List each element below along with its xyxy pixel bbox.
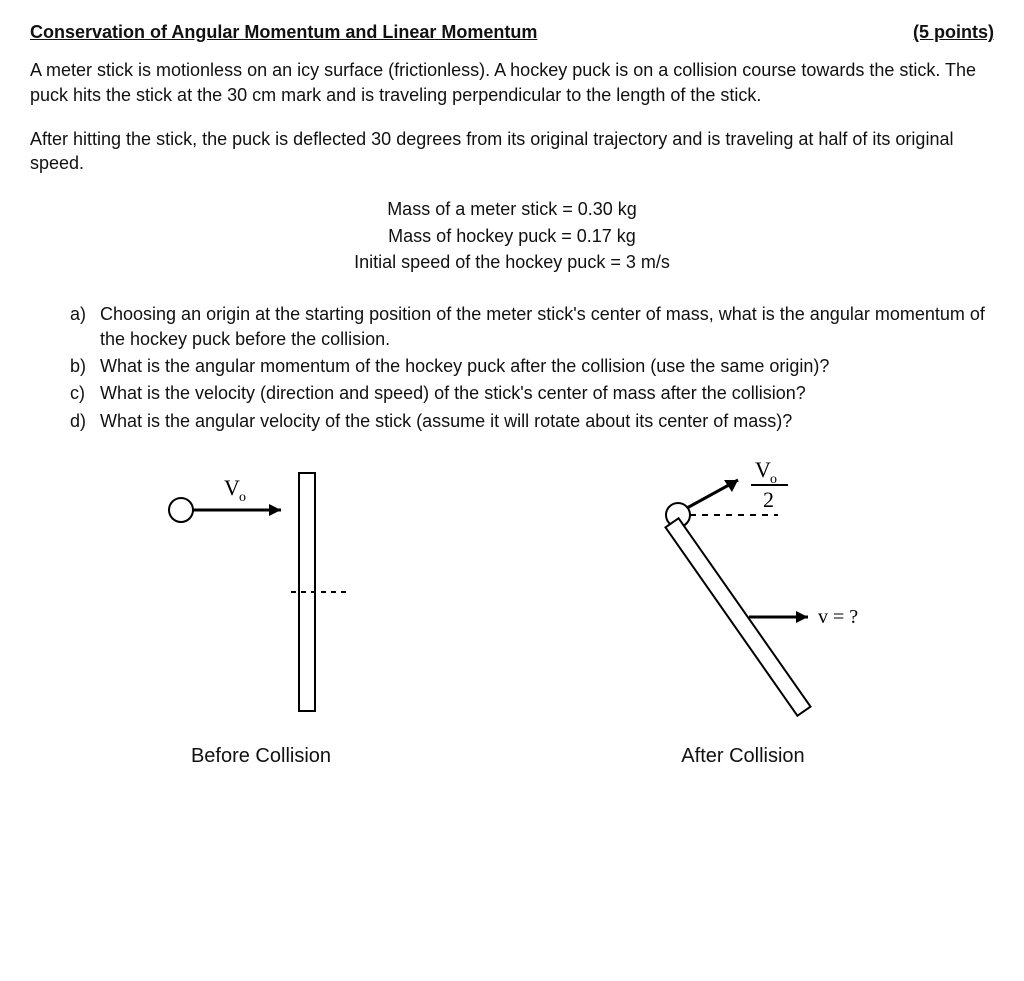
half-num-v: V <box>755 457 771 482</box>
data-line-1: Mass of a meter stick = 0.30 kg <box>30 197 994 221</box>
question-label-c: c) <box>70 381 100 405</box>
diagram-after: V o 2 v = ? After Collision <box>593 455 893 770</box>
arrow-v0-head <box>269 504 281 516</box>
question-b: b) What is the angular momentum of the h… <box>70 354 994 378</box>
paragraph-2: After hitting the stick, the puck is def… <box>30 127 994 176</box>
paragraph-1: A meter stick is motionless on an icy su… <box>30 58 994 107</box>
after-svg: V o 2 v = ? <box>593 455 893 735</box>
caption-before: Before Collision <box>131 743 391 770</box>
question-d: d) What is the angular velocity of the s… <box>70 409 994 433</box>
given-data: Mass of a meter stick = 0.30 kg Mass of … <box>30 197 994 274</box>
title-row: Conservation of Angular Momentum and Lin… <box>30 20 994 44</box>
question-a: a) Choosing an origin at the starting po… <box>70 302 994 351</box>
title-right: (5 points) <box>913 20 994 44</box>
question-text-d: What is the angular velocity of the stic… <box>100 409 792 433</box>
data-line-3: Initial speed of the hockey puck = 3 m/s <box>30 250 994 274</box>
question-label-d: d) <box>70 409 100 433</box>
v-unknown-label: v = ? <box>818 606 858 628</box>
diagram-before: V o Before Collision <box>131 455 391 770</box>
question-label-a: a) <box>70 302 100 351</box>
puck-before-icon <box>169 498 193 522</box>
question-label-b: b) <box>70 354 100 378</box>
arrow-stick-v-head <box>796 611 808 623</box>
question-c: c) What is the velocity (direction and s… <box>70 381 994 405</box>
caption-after: After Collision <box>593 743 893 770</box>
title-left: Conservation of Angular Momentum and Lin… <box>30 20 537 44</box>
question-text-b: What is the angular momentum of the hock… <box>100 354 829 378</box>
diagrams-row: V o Before Collision V o 2 <box>30 455 994 770</box>
data-line-2: Mass of hockey puck = 0.17 kg <box>30 224 994 248</box>
v0-label: V <box>224 475 240 500</box>
v0-sub: o <box>239 490 246 505</box>
question-text-c: What is the velocity (direction and spee… <box>100 381 806 405</box>
question-text-a: Choosing an origin at the starting posit… <box>100 302 994 351</box>
before-svg: V o <box>131 455 391 735</box>
half-den: 2 <box>763 487 774 512</box>
questions-list: a) Choosing an origin at the starting po… <box>70 302 994 432</box>
